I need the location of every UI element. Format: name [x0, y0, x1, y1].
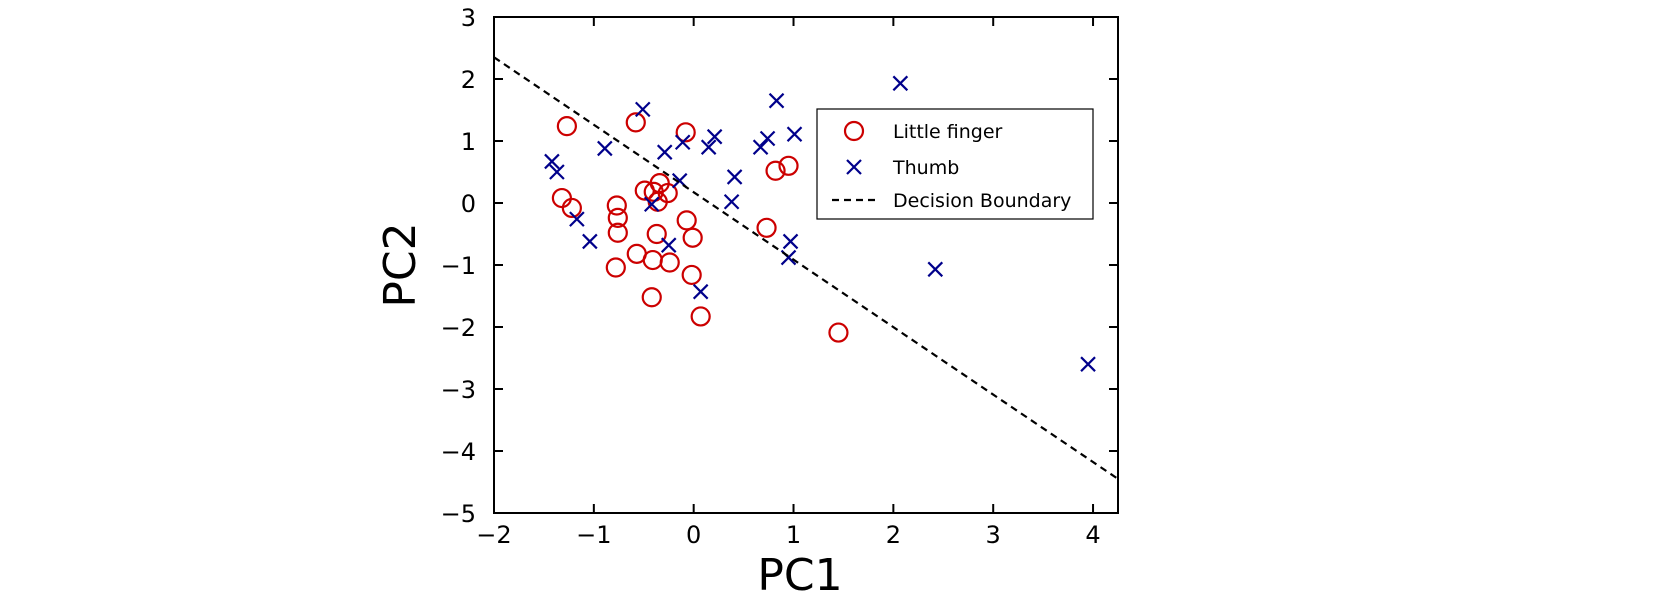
- little-finger-point: [646, 223, 667, 245]
- plot-frame: [493, 16, 1119, 514]
- little-finger-point: [676, 210, 697, 231]
- little-finger-point: [682, 227, 703, 248]
- y-tick-label: −1: [441, 252, 476, 280]
- legend-label: Thumb: [892, 157, 959, 179]
- thumb-point: [927, 261, 944, 278]
- little-finger-point: [605, 257, 626, 278]
- legend-label: Little finger: [893, 121, 1003, 143]
- little-finger-point: [690, 306, 711, 327]
- thumb-point: [786, 126, 803, 142]
- little-finger-point: [641, 287, 662, 308]
- x-tick-label: 1: [786, 521, 801, 549]
- thumb-point: [1080, 356, 1096, 372]
- thumb-point: [582, 233, 598, 250]
- y-tick-label: −3: [441, 376, 476, 404]
- y-axis-title: PC2: [375, 222, 426, 307]
- little-finger-point: [551, 187, 572, 209]
- little-finger-point: [642, 249, 663, 271]
- thumb-point: [549, 164, 565, 180]
- thumb-point: [656, 144, 673, 160]
- little-finger-point: [561, 197, 582, 219]
- legend-x-marker: [846, 159, 862, 175]
- x-tick-label: −2: [476, 521, 511, 549]
- axis-ticks: −2 −1 0 1 2 3 4 3 2 1 0 −1 −2 −3 −4 −5: [441, 4, 1118, 549]
- legend-label: Decision Boundary: [893, 190, 1071, 212]
- thumb-point: [674, 134, 691, 151]
- thumb-point: [660, 237, 677, 253]
- x-tick-label: 3: [986, 521, 1001, 549]
- data-points-layer: [544, 75, 1096, 372]
- little-finger-point: [756, 217, 777, 238]
- thumb-point: [892, 75, 909, 92]
- y-tick-label: 1: [461, 128, 476, 156]
- thumb-point: [768, 92, 785, 109]
- y-tick-label: −5: [441, 500, 476, 528]
- thumb-point: [692, 283, 709, 300]
- y-tick-label: −2: [441, 314, 476, 342]
- legend-thumb: Thumb: [846, 157, 959, 179]
- little-finger-point: [625, 112, 646, 133]
- little-finger-point: [765, 160, 786, 181]
- legend-circle-marker: [843, 120, 865, 142]
- thumb-point: [759, 130, 776, 147]
- thumb-point: [634, 101, 651, 118]
- little-finger-point: [681, 264, 702, 286]
- y-tick-label: 3: [461, 4, 476, 32]
- thumb-point: [569, 211, 585, 227]
- little-finger-point: [828, 322, 849, 343]
- y-tick-label: −4: [441, 438, 476, 466]
- little-finger-point: [607, 207, 628, 228]
- thumb-point: [723, 193, 740, 210]
- y-tick-label: 0: [461, 190, 476, 218]
- thumb-point: [643, 196, 660, 213]
- thumb-point: [700, 139, 717, 155]
- little-finger-point: [778, 155, 799, 176]
- y-tick-label: 2: [461, 66, 476, 94]
- x-tick-label: 0: [686, 521, 701, 549]
- x-tick-label: 2: [886, 521, 901, 549]
- little-finger-point: [675, 122, 696, 143]
- thumb-point: [544, 153, 560, 170]
- little-finger-point: [659, 252, 680, 273]
- little-finger-point: [606, 195, 627, 216]
- thumb-point: [597, 140, 613, 157]
- legend-decision-boundary: Decision Boundary: [832, 190, 1071, 212]
- thumb-point: [706, 128, 723, 145]
- thumb-point: [782, 233, 799, 250]
- decision-boundary-layer: [494, 56, 1118, 480]
- little-finger-point: [607, 222, 628, 243]
- x-tick-label: 4: [1085, 521, 1100, 549]
- little-finger-point: [556, 116, 577, 137]
- legend-little-finger: Little finger: [843, 120, 1003, 143]
- x-axis-title: PC1: [757, 550, 842, 601]
- decision-boundary-line: [494, 56, 1118, 480]
- thumb-point: [726, 169, 743, 185]
- thumb-point: [752, 139, 769, 155]
- x-tick-label: −1: [576, 521, 611, 549]
- legend: Little finger Thumb Decision Boundary: [816, 108, 1094, 220]
- legend-entries: Little finger Thumb Decision Boundary: [832, 120, 1071, 212]
